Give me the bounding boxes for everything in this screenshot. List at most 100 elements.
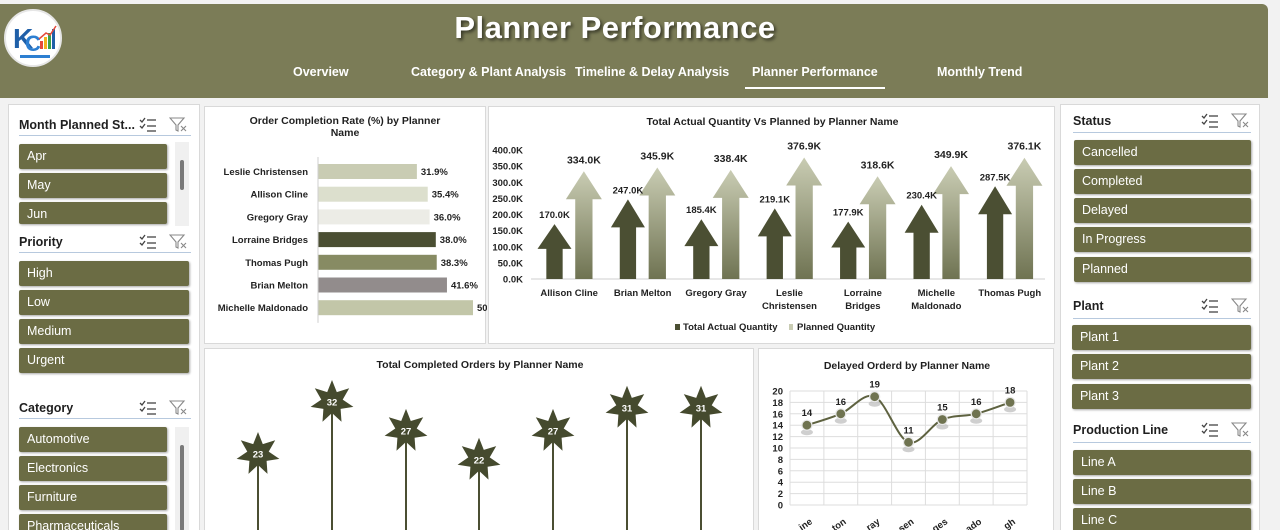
planned-quantity-arrow <box>786 157 823 279</box>
slicer-item-electronics[interactable]: Electronics <box>19 456 167 481</box>
slicer-title-production-line: Production Line <box>1073 423 1169 437</box>
x-tick-label: Michelle <box>918 288 956 299</box>
y-tick-label: Lorraine Bridges <box>232 235 308 246</box>
y-tick-label: 100.0K <box>492 242 523 253</box>
slicer-item-completed[interactable]: Completed <box>1074 169 1251 194</box>
x-tick-label: ray <box>864 516 883 530</box>
planned-quantity-arrow <box>933 166 970 279</box>
clear-filter-icon[interactable] <box>169 117 187 133</box>
y-tick-label: 18 <box>772 398 783 409</box>
slicer-item-urgent[interactable]: Urgent <box>19 348 189 373</box>
data-label: 376.9K <box>787 140 821 152</box>
completion-rate-bar-chart: Leslie Christensen 31.9% Allison Cline 35.4… <box>218 157 487 323</box>
slicer-item-line-c[interactable]: Line C <box>1073 508 1251 530</box>
planned-quantity-arrow <box>712 169 749 279</box>
slicer-item-medium[interactable]: Medium <box>19 319 189 344</box>
scrollbar-thumb[interactable] <box>180 160 184 190</box>
y-tick-label: 4 <box>778 478 784 489</box>
slicer-item-may[interactable]: May <box>19 173 167 198</box>
slicer-scrollbar[interactable] <box>175 427 189 530</box>
x-tick-label: Thomas Pugh <box>978 288 1041 299</box>
chart-title: Total Completed Orders by Planner Name <box>376 359 584 371</box>
y-tick-label: Thomas Pugh <box>245 258 308 269</box>
marker-shadow <box>902 446 915 453</box>
multi-select-icon[interactable] <box>139 234 157 250</box>
planned-quantity-arrow <box>1006 157 1043 279</box>
tab-timeline-delay-analysis[interactable]: Timeline & Delay Analysis <box>575 65 730 79</box>
slicer-item-delayed[interactable]: Delayed <box>1074 198 1251 223</box>
data-point <box>1004 396 1016 409</box>
data-label: 15 <box>937 403 948 414</box>
slicer-title-plant: Plant <box>1073 299 1104 313</box>
slicer-divider <box>19 418 191 419</box>
scrollbar-thumb[interactable] <box>180 445 184 530</box>
data-label: 38.3% <box>441 258 468 269</box>
star-marker <box>605 385 649 428</box>
data-label: 35.4% <box>432 190 459 201</box>
data-label: 18 <box>1005 385 1016 396</box>
slicer-item-automotive[interactable]: Automotive <box>19 427 167 452</box>
x-tick-label: Lorraine <box>844 288 882 299</box>
slicer-scrollbar[interactable] <box>175 142 189 226</box>
multi-select-icon[interactable] <box>139 117 157 133</box>
slicer-item-in-progress[interactable]: In Progress <box>1074 227 1251 252</box>
slicer-item-plant-2[interactable]: Plant 2 <box>1072 354 1251 379</box>
right-slicer-panel: Status Cancelled Completed Delayed In Pr… <box>1060 104 1260 530</box>
y-tick-label: 14 <box>772 421 783 432</box>
x-tick-label: ton <box>830 516 849 530</box>
multi-select-icon[interactable] <box>1201 113 1219 129</box>
clear-filter-icon[interactable] <box>1231 298 1249 314</box>
slicer-item-cancelled[interactable]: Cancelled <box>1074 140 1251 165</box>
bar <box>318 300 473 316</box>
x-tick-label: Maldonado <box>911 301 961 312</box>
y-tick-label: 50.0K <box>498 258 523 269</box>
star-marker <box>384 408 428 451</box>
completed-orders-star-chart: 23 32 27 22 27 31 31 <box>236 380 723 530</box>
tab-overview[interactable]: Overview <box>293 65 349 79</box>
page-title: Planner Performance <box>454 10 776 45</box>
y-tick-label: 0 <box>778 501 783 512</box>
legend-swatch <box>789 324 793 330</box>
marker-shadow <box>800 429 813 436</box>
slicer-item-pharmaceuticals[interactable]: Pharmaceuticals <box>19 514 167 530</box>
y-tick-label: 2 <box>778 489 783 500</box>
clear-filter-icon[interactable] <box>169 234 187 250</box>
y-tick-label: Brian Melton <box>250 281 308 292</box>
slicer-item-line-b[interactable]: Line B <box>1073 479 1251 504</box>
x-tick-label: Gregory Gray <box>685 288 747 299</box>
bar <box>318 277 447 293</box>
delayed-orders-line-chart: 0246810121416182014ine16ton19ray11sen15g… <box>772 380 1028 530</box>
clear-filter-icon[interactable] <box>169 400 187 416</box>
clear-filter-icon[interactable] <box>1231 113 1249 129</box>
marker-shadow <box>868 400 881 407</box>
data-label: 16 <box>835 397 846 408</box>
multi-select-icon[interactable] <box>139 400 157 416</box>
slicer-item-furniture[interactable]: Furniture <box>19 485 167 510</box>
legend-label: Total Actual Quantity <box>683 322 778 333</box>
y-tick-label: 300.0K <box>492 178 523 189</box>
slicer-item-planned[interactable]: Planned <box>1074 257 1251 282</box>
clear-filter-icon[interactable] <box>1231 422 1249 438</box>
data-label: 247.0K <box>613 185 644 196</box>
actual-quantity-arrow <box>831 221 866 279</box>
multi-select-icon[interactable] <box>1201 422 1219 438</box>
x-tick-label: Bridges <box>845 301 880 312</box>
bar <box>318 164 417 179</box>
slicer-item-plant-3[interactable]: Plant 3 <box>1072 384 1251 409</box>
tab-monthly-trend[interactable]: Monthly Trend <box>937 65 1023 79</box>
slicer-item-line-a[interactable]: Line A <box>1073 450 1251 475</box>
slicer-item-jun[interactable]: Jun <box>19 202 167 224</box>
tab-category-plant-analysis[interactable]: Category & Plant Analysis <box>411 65 567 79</box>
slicer-divider <box>19 252 191 253</box>
data-label: 219.1K <box>759 194 790 205</box>
y-tick-label: Allison Cline <box>250 190 308 201</box>
multi-select-icon[interactable] <box>1201 298 1219 314</box>
slicer-item-high[interactable]: High <box>19 261 189 286</box>
x-tick-label: Christensen <box>762 301 817 312</box>
star-marker <box>236 432 280 474</box>
slicer-item-apr[interactable]: Apr <box>19 144 167 169</box>
tab-planner-performance[interactable]: Planner Performance <box>745 65 885 89</box>
slicer-item-low[interactable]: Low <box>19 290 189 315</box>
slicer-item-plant-1[interactable]: Plant 1 <box>1072 325 1251 350</box>
company-logo-icon: K C <box>4 9 62 67</box>
